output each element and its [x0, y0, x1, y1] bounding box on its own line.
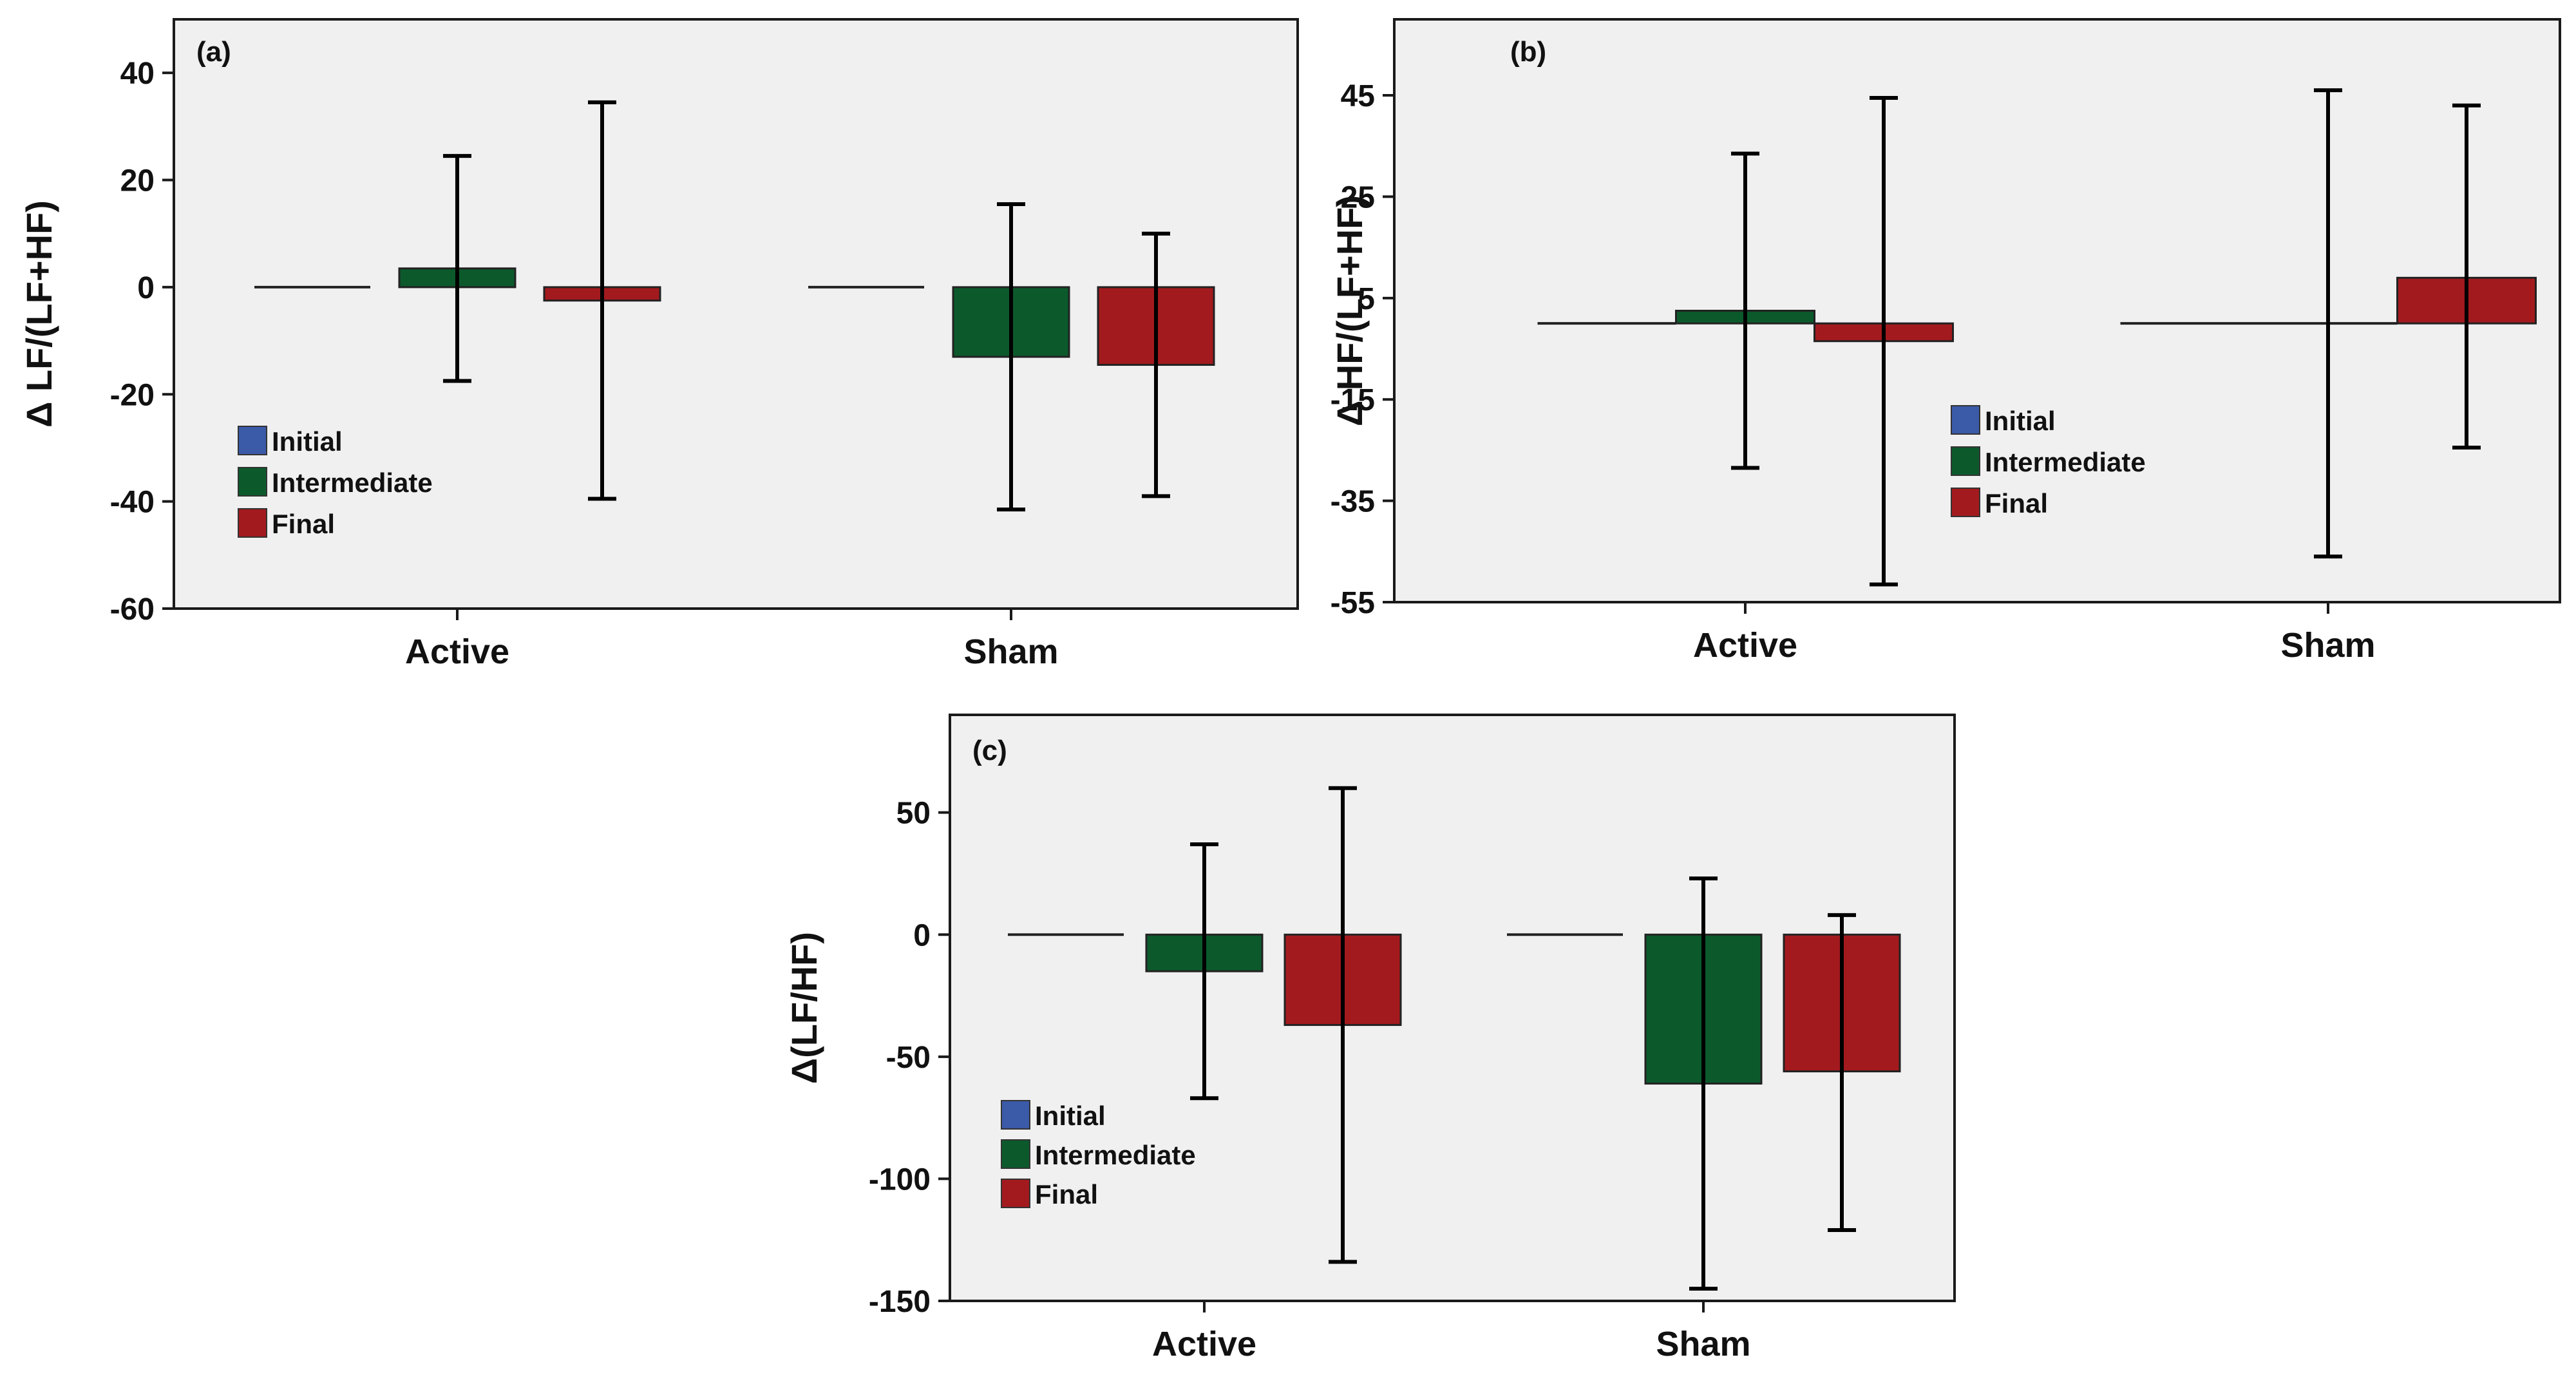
y-tick-label: -55: [1331, 586, 1375, 620]
legend-label-intermediate: Intermediate: [1035, 1140, 1196, 1170]
legend-label-intermediate: Intermediate: [1985, 447, 2146, 477]
legend-swatch-final: [1951, 488, 1980, 517]
legend-swatch-intermediate: [1001, 1139, 1030, 1169]
x-tick-label-sham: Sham: [1656, 1325, 1750, 1363]
y-tick-label: 50: [896, 797, 931, 831]
legend-swatch-intermediate: [1951, 446, 1980, 476]
y-tick-label: -40: [110, 486, 155, 520]
panel-label: (c): [972, 735, 1007, 766]
y-tick-label: -15: [1331, 383, 1375, 417]
y-tick-label: 40: [120, 57, 155, 91]
error-bar-final-sham: [1142, 231, 1170, 498]
panel-label: (a): [196, 36, 231, 68]
y-tick-label: 5: [1358, 282, 1375, 316]
legend-swatch-final: [238, 508, 267, 538]
y-axis-label: Δ(LF/HF): [784, 932, 824, 1084]
y-tick-label: 45: [1341, 79, 1375, 113]
panel-c: (c) -150 -100 -50 0 50 Δ(LF/HF) Active Sham Initi…: [784, 714, 1956, 1363]
error-bar-intermediate-sham: [997, 202, 1025, 512]
legend-swatch-intermediate: [238, 467, 267, 497]
error-bar-intermediate-sham: [2314, 88, 2342, 559]
error-bar-final-active: [1329, 786, 1357, 1264]
y-axis-label: Δ HF/(LF+HF): [1329, 195, 1370, 426]
legend-label-final: Final: [272, 509, 335, 539]
x-tick-label-active: Active: [1152, 1325, 1256, 1363]
panel-label: (b): [1510, 36, 1546, 68]
legend-swatch-final: [1001, 1179, 1030, 1208]
legend-label-final: Final: [1985, 488, 2048, 518]
y-tick-label: -50: [886, 1041, 931, 1075]
legend-label-initial: Initial: [1985, 406, 2056, 436]
error-bar-final-sham: [2452, 103, 2481, 450]
legend: Initial Intermediate Final: [238, 426, 433, 539]
y-tick-label: -35: [1331, 485, 1375, 519]
error-bar-intermediate-active: [1190, 842, 1218, 1101]
error-bar-intermediate-active: [443, 154, 471, 383]
y-tick-label: 25: [1341, 180, 1375, 214]
legend-swatch-initial: [1001, 1100, 1030, 1130]
x-tick-label-active: Active: [1693, 626, 1797, 665]
panel-a: (a) -60 -40 -20 0 20 40 Δ LF/(LF+HF) Active Sham I…: [19, 18, 1299, 671]
error-bar-intermediate-sham: [1689, 877, 1718, 1291]
legend-label-intermediate: Intermediate: [272, 468, 433, 498]
y-tick-label: 0: [137, 271, 155, 305]
y-tick-label: 20: [120, 164, 155, 198]
y-tick-label: -100: [869, 1162, 931, 1197]
panel-b: (b) -55 -35 -15 5 25 45 Δ HF/(LF+HF) Active Sham I…: [1329, 18, 2561, 665]
y-axis-label: Δ LF/(LF+HF): [19, 200, 59, 428]
y-tick-label: -20: [110, 378, 155, 412]
x-tick-label-sham: Sham: [2280, 626, 2375, 665]
error-bar-final-active: [1870, 95, 1898, 587]
legend-swatch-initial: [238, 426, 267, 455]
error-bar-intermediate-active: [1731, 151, 1759, 470]
legend-label-initial: Initial: [1035, 1101, 1106, 1131]
legend-label-final: Final: [1035, 1179, 1098, 1209]
x-tick-label-active: Active: [405, 632, 509, 671]
x-tick-label-sham: Sham: [963, 632, 1058, 671]
y-tick-label: -150: [869, 1285, 931, 1319]
legend: Initial Intermediate Final: [1001, 1100, 1196, 1209]
error-bar-final-sham: [1828, 913, 1856, 1233]
y-tick-label: 0: [913, 918, 931, 952]
error-bar-final-active: [588, 100, 616, 501]
y-tick-label: -60: [110, 592, 155, 627]
legend: Initial Intermediate Final: [1951, 405, 2146, 518]
legend-swatch-initial: [1951, 405, 1980, 435]
legend-label-initial: Initial: [272, 426, 343, 457]
